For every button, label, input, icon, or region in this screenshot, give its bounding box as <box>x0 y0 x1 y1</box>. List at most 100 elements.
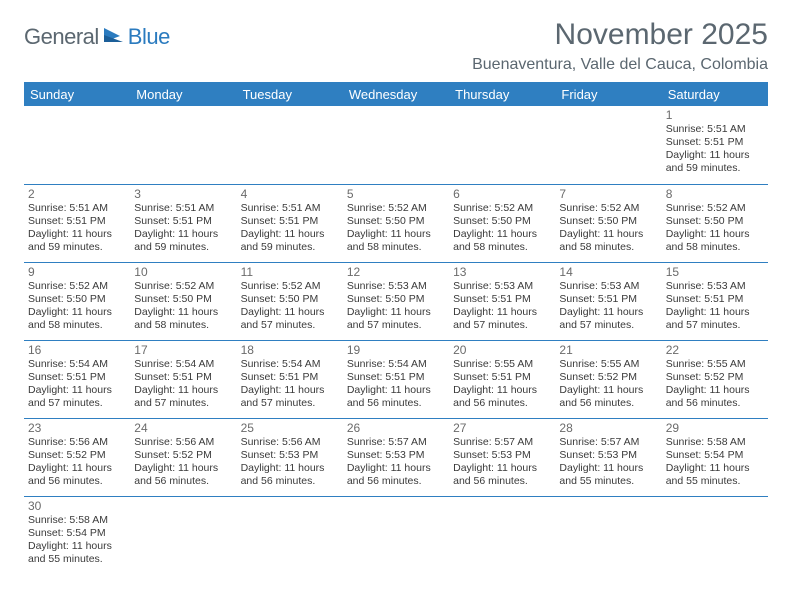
calendar-day-cell: 14Sunrise: 5:53 AMSunset: 5:51 PMDayligh… <box>555 262 661 340</box>
day-number: 14 <box>559 265 657 279</box>
day-number: 29 <box>666 421 764 435</box>
day-info: Sunrise: 5:56 AMSunset: 5:52 PMDaylight:… <box>134 436 232 489</box>
day-number: 27 <box>453 421 551 435</box>
day-number: 25 <box>241 421 339 435</box>
page-title: November 2025 <box>472 18 768 52</box>
day-number: 4 <box>241 187 339 201</box>
calendar-week-row: 1Sunrise: 5:51 AMSunset: 5:51 PMDaylight… <box>24 106 768 184</box>
calendar-empty-cell <box>449 496 555 574</box>
calendar-day-cell: 27Sunrise: 5:57 AMSunset: 5:53 PMDayligh… <box>449 418 555 496</box>
location-subtitle: Buenaventura, Valle del Cauca, Colombia <box>472 56 768 74</box>
calendar-day-cell: 25Sunrise: 5:56 AMSunset: 5:53 PMDayligh… <box>237 418 343 496</box>
day-info: Sunrise: 5:53 AMSunset: 5:51 PMDaylight:… <box>559 280 657 333</box>
calendar-day-cell: 8Sunrise: 5:52 AMSunset: 5:50 PMDaylight… <box>662 184 768 262</box>
day-info: Sunrise: 5:55 AMSunset: 5:52 PMDaylight:… <box>559 358 657 411</box>
calendar-day-cell: 24Sunrise: 5:56 AMSunset: 5:52 PMDayligh… <box>130 418 236 496</box>
calendar-empty-cell <box>24 106 130 184</box>
title-block: November 2025 Buenaventura, Valle del Ca… <box>472 18 768 74</box>
day-number: 11 <box>241 265 339 279</box>
day-info: Sunrise: 5:57 AMSunset: 5:53 PMDaylight:… <box>559 436 657 489</box>
calendar-day-cell: 13Sunrise: 5:53 AMSunset: 5:51 PMDayligh… <box>449 262 555 340</box>
calendar-day-cell: 4Sunrise: 5:51 AMSunset: 5:51 PMDaylight… <box>237 184 343 262</box>
logo-flag-icon <box>103 26 125 49</box>
calendar-day-cell: 21Sunrise: 5:55 AMSunset: 5:52 PMDayligh… <box>555 340 661 418</box>
day-number: 20 <box>453 343 551 357</box>
day-number: 28 <box>559 421 657 435</box>
weekday-header-row: Sunday Monday Tuesday Wednesday Thursday… <box>24 83 768 107</box>
day-info: Sunrise: 5:51 AMSunset: 5:51 PMDaylight:… <box>134 202 232 255</box>
calendar-day-cell: 22Sunrise: 5:55 AMSunset: 5:52 PMDayligh… <box>662 340 768 418</box>
day-number: 13 <box>453 265 551 279</box>
day-number: 15 <box>666 265 764 279</box>
day-number: 1 <box>666 108 764 122</box>
calendar-day-cell: 15Sunrise: 5:53 AMSunset: 5:51 PMDayligh… <box>662 262 768 340</box>
day-number: 6 <box>453 187 551 201</box>
day-info: Sunrise: 5:52 AMSunset: 5:50 PMDaylight:… <box>241 280 339 333</box>
day-info: Sunrise: 5:57 AMSunset: 5:53 PMDaylight:… <box>453 436 551 489</box>
day-info: Sunrise: 5:54 AMSunset: 5:51 PMDaylight:… <box>241 358 339 411</box>
calendar-day-cell: 20Sunrise: 5:55 AMSunset: 5:51 PMDayligh… <box>449 340 555 418</box>
day-number: 19 <box>347 343 445 357</box>
day-number: 30 <box>28 499 126 513</box>
day-number: 17 <box>134 343 232 357</box>
day-info: Sunrise: 5:52 AMSunset: 5:50 PMDaylight:… <box>28 280 126 333</box>
day-number: 24 <box>134 421 232 435</box>
day-info: Sunrise: 5:55 AMSunset: 5:52 PMDaylight:… <box>666 358 764 411</box>
day-info: Sunrise: 5:52 AMSunset: 5:50 PMDaylight:… <box>559 202 657 255</box>
weekday-header: Tuesday <box>237 83 343 107</box>
calendar-day-cell: 26Sunrise: 5:57 AMSunset: 5:53 PMDayligh… <box>343 418 449 496</box>
day-info: Sunrise: 5:58 AMSunset: 5:54 PMDaylight:… <box>666 436 764 489</box>
calendar-day-cell: 9Sunrise: 5:52 AMSunset: 5:50 PMDaylight… <box>24 262 130 340</box>
calendar-week-row: 9Sunrise: 5:52 AMSunset: 5:50 PMDaylight… <box>24 262 768 340</box>
calendar-day-cell: 10Sunrise: 5:52 AMSunset: 5:50 PMDayligh… <box>130 262 236 340</box>
calendar-empty-cell <box>555 496 661 574</box>
calendar-week-row: 16Sunrise: 5:54 AMSunset: 5:51 PMDayligh… <box>24 340 768 418</box>
day-info: Sunrise: 5:57 AMSunset: 5:53 PMDaylight:… <box>347 436 445 489</box>
logo-text-general: General <box>24 24 99 50</box>
calendar-week-row: 23Sunrise: 5:56 AMSunset: 5:52 PMDayligh… <box>24 418 768 496</box>
calendar-day-cell: 11Sunrise: 5:52 AMSunset: 5:50 PMDayligh… <box>237 262 343 340</box>
weekday-header: Thursday <box>449 83 555 107</box>
calendar-day-cell: 29Sunrise: 5:58 AMSunset: 5:54 PMDayligh… <box>662 418 768 496</box>
weekday-header: Sunday <box>24 83 130 107</box>
day-number: 7 <box>559 187 657 201</box>
day-number: 2 <box>28 187 126 201</box>
day-number: 26 <box>347 421 445 435</box>
day-info: Sunrise: 5:52 AMSunset: 5:50 PMDaylight:… <box>134 280 232 333</box>
calendar-empty-cell <box>662 496 768 574</box>
day-info: Sunrise: 5:53 AMSunset: 5:50 PMDaylight:… <box>347 280 445 333</box>
day-info: Sunrise: 5:54 AMSunset: 5:51 PMDaylight:… <box>28 358 126 411</box>
day-info: Sunrise: 5:53 AMSunset: 5:51 PMDaylight:… <box>453 280 551 333</box>
day-info: Sunrise: 5:54 AMSunset: 5:51 PMDaylight:… <box>134 358 232 411</box>
weekday-header: Wednesday <box>343 83 449 107</box>
calendar-empty-cell <box>555 106 661 184</box>
calendar-week-row: 30Sunrise: 5:58 AMSunset: 5:54 PMDayligh… <box>24 496 768 574</box>
day-number: 23 <box>28 421 126 435</box>
calendar-day-cell: 2Sunrise: 5:51 AMSunset: 5:51 PMDaylight… <box>24 184 130 262</box>
day-number: 21 <box>559 343 657 357</box>
day-number: 10 <box>134 265 232 279</box>
calendar-day-cell: 7Sunrise: 5:52 AMSunset: 5:50 PMDaylight… <box>555 184 661 262</box>
day-number: 9 <box>28 265 126 279</box>
calendar-table: Sunday Monday Tuesday Wednesday Thursday… <box>24 82 768 574</box>
weekday-header: Saturday <box>662 83 768 107</box>
day-info: Sunrise: 5:56 AMSunset: 5:53 PMDaylight:… <box>241 436 339 489</box>
calendar-day-cell: 6Sunrise: 5:52 AMSunset: 5:50 PMDaylight… <box>449 184 555 262</box>
day-info: Sunrise: 5:55 AMSunset: 5:51 PMDaylight:… <box>453 358 551 411</box>
calendar-day-cell: 17Sunrise: 5:54 AMSunset: 5:51 PMDayligh… <box>130 340 236 418</box>
day-info: Sunrise: 5:51 AMSunset: 5:51 PMDaylight:… <box>28 202 126 255</box>
calendar-empty-cell <box>343 106 449 184</box>
day-info: Sunrise: 5:56 AMSunset: 5:52 PMDaylight:… <box>28 436 126 489</box>
calendar-empty-cell <box>237 496 343 574</box>
calendar-empty-cell <box>449 106 555 184</box>
weekday-header: Monday <box>130 83 236 107</box>
day-info: Sunrise: 5:51 AMSunset: 5:51 PMDaylight:… <box>241 202 339 255</box>
day-info: Sunrise: 5:54 AMSunset: 5:51 PMDaylight:… <box>347 358 445 411</box>
logo: General Blue <box>24 24 170 50</box>
calendar-week-row: 2Sunrise: 5:51 AMSunset: 5:51 PMDaylight… <box>24 184 768 262</box>
calendar-empty-cell <box>237 106 343 184</box>
calendar-day-cell: 18Sunrise: 5:54 AMSunset: 5:51 PMDayligh… <box>237 340 343 418</box>
day-number: 5 <box>347 187 445 201</box>
day-info: Sunrise: 5:52 AMSunset: 5:50 PMDaylight:… <box>666 202 764 255</box>
weekday-header: Friday <box>555 83 661 107</box>
